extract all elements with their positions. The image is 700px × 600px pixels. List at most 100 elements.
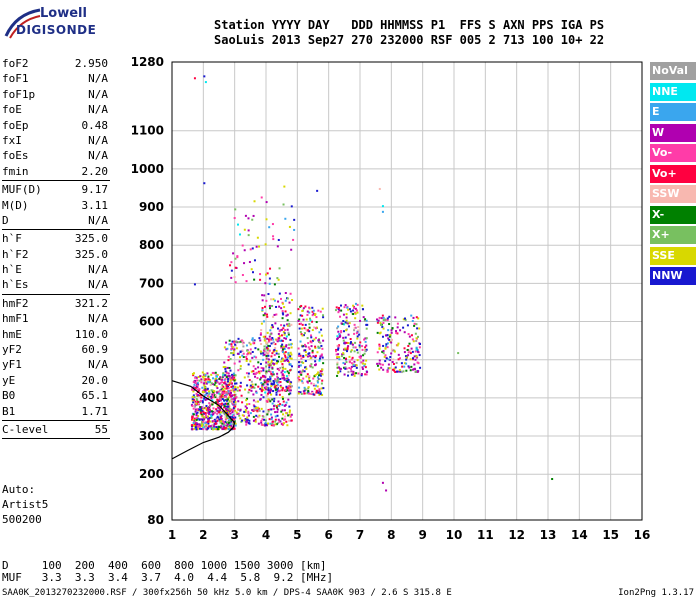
param-value: 2.950 bbox=[74, 57, 108, 70]
echo-point bbox=[362, 354, 365, 357]
echo-point bbox=[355, 364, 358, 367]
echo-point bbox=[314, 336, 317, 339]
echo-point bbox=[197, 414, 200, 417]
echo-point bbox=[320, 334, 323, 337]
echo-point bbox=[356, 359, 359, 362]
y-tick-label: 80 bbox=[147, 513, 164, 527]
param-value: N/A bbox=[88, 312, 108, 326]
echo-point bbox=[266, 422, 269, 425]
echo-point bbox=[306, 329, 309, 332]
echo-point bbox=[287, 353, 290, 356]
echo-point bbox=[290, 419, 293, 422]
echo-point bbox=[276, 405, 279, 408]
echo-point bbox=[196, 382, 199, 385]
echo-point bbox=[376, 318, 379, 321]
echo-point bbox=[216, 404, 219, 407]
echo-point bbox=[290, 323, 293, 326]
echo-point bbox=[268, 349, 271, 352]
echo-point bbox=[251, 218, 254, 221]
echo-point bbox=[259, 398, 262, 401]
echo-point bbox=[269, 370, 272, 373]
echo-point bbox=[219, 398, 222, 401]
echo-point bbox=[203, 390, 206, 393]
echo-point bbox=[303, 343, 306, 346]
echo-point bbox=[311, 329, 314, 332]
echo-point bbox=[230, 276, 233, 279]
echo-point bbox=[230, 389, 233, 392]
echo-point bbox=[281, 377, 284, 380]
legend-item-w: W bbox=[650, 123, 696, 142]
echo-point bbox=[277, 278, 280, 281]
echo-point bbox=[214, 428, 217, 431]
echo-point bbox=[221, 420, 224, 423]
echo-point bbox=[405, 369, 408, 372]
echo-point bbox=[259, 332, 262, 335]
echo-point bbox=[263, 350, 266, 353]
echo-point bbox=[283, 337, 286, 340]
echo-point bbox=[195, 398, 198, 401]
echo-point bbox=[362, 316, 365, 319]
echo-point bbox=[268, 304, 271, 307]
echo-point bbox=[275, 406, 278, 409]
echo-point bbox=[201, 423, 204, 426]
echo-point bbox=[244, 405, 247, 408]
echo-point bbox=[213, 390, 216, 393]
echo-point bbox=[379, 322, 382, 325]
echo-point bbox=[196, 388, 199, 391]
echo-point bbox=[356, 330, 359, 333]
echo-point bbox=[270, 408, 273, 411]
echo-point bbox=[282, 367, 285, 370]
echo-point bbox=[228, 399, 231, 402]
echo-point bbox=[270, 413, 273, 416]
echo-point bbox=[299, 340, 302, 343]
echo-point bbox=[204, 407, 207, 410]
echo-point bbox=[284, 310, 287, 313]
echo-point bbox=[248, 341, 251, 344]
echo-point bbox=[418, 354, 421, 357]
echo-point bbox=[397, 358, 400, 361]
echo-point bbox=[261, 299, 264, 302]
echo-point bbox=[259, 333, 262, 336]
echo-point bbox=[250, 370, 253, 373]
echo-point bbox=[364, 373, 367, 376]
echo-point bbox=[336, 335, 339, 338]
y-tick-label: 900 bbox=[139, 200, 164, 214]
echo-point bbox=[192, 413, 195, 416]
echo-point bbox=[241, 349, 244, 352]
echo-point bbox=[314, 374, 317, 377]
param-value: N/A bbox=[88, 103, 108, 117]
echo-point bbox=[289, 382, 292, 385]
polarization-legend: NoVal NNE E W Vo- Vo+ SSW X- X+ SSE NNW bbox=[650, 62, 696, 288]
muf-table: D 100 200 400 600 800 1000 1500 3000 [km… bbox=[2, 560, 333, 584]
echo-point bbox=[228, 339, 231, 342]
echo-point bbox=[353, 350, 356, 353]
echo-point bbox=[273, 400, 276, 403]
echo-point bbox=[290, 413, 293, 416]
echo-point bbox=[305, 354, 308, 357]
echo-point bbox=[319, 373, 322, 376]
echo-point bbox=[233, 348, 236, 351]
echo-point bbox=[354, 341, 357, 344]
echo-point bbox=[254, 347, 257, 350]
echo-point bbox=[226, 397, 229, 400]
echo-point bbox=[339, 304, 342, 307]
echo-point bbox=[267, 293, 270, 296]
echo-point bbox=[320, 328, 323, 331]
echo-point bbox=[200, 396, 203, 399]
echo-point bbox=[415, 339, 418, 342]
echo-point bbox=[262, 320, 265, 323]
echo-point bbox=[289, 387, 292, 390]
echo-point bbox=[201, 421, 204, 424]
echo-point bbox=[236, 389, 239, 392]
echo-point bbox=[199, 424, 202, 427]
echo-point bbox=[287, 385, 290, 388]
echo-point bbox=[302, 307, 305, 310]
echo-point bbox=[345, 361, 348, 364]
echo-point bbox=[396, 370, 399, 373]
echo-point bbox=[414, 358, 417, 361]
echo-point bbox=[276, 378, 279, 381]
echo-point bbox=[269, 329, 272, 332]
echo-point bbox=[210, 426, 213, 429]
echo-point bbox=[257, 400, 260, 403]
echo-point bbox=[212, 411, 215, 414]
